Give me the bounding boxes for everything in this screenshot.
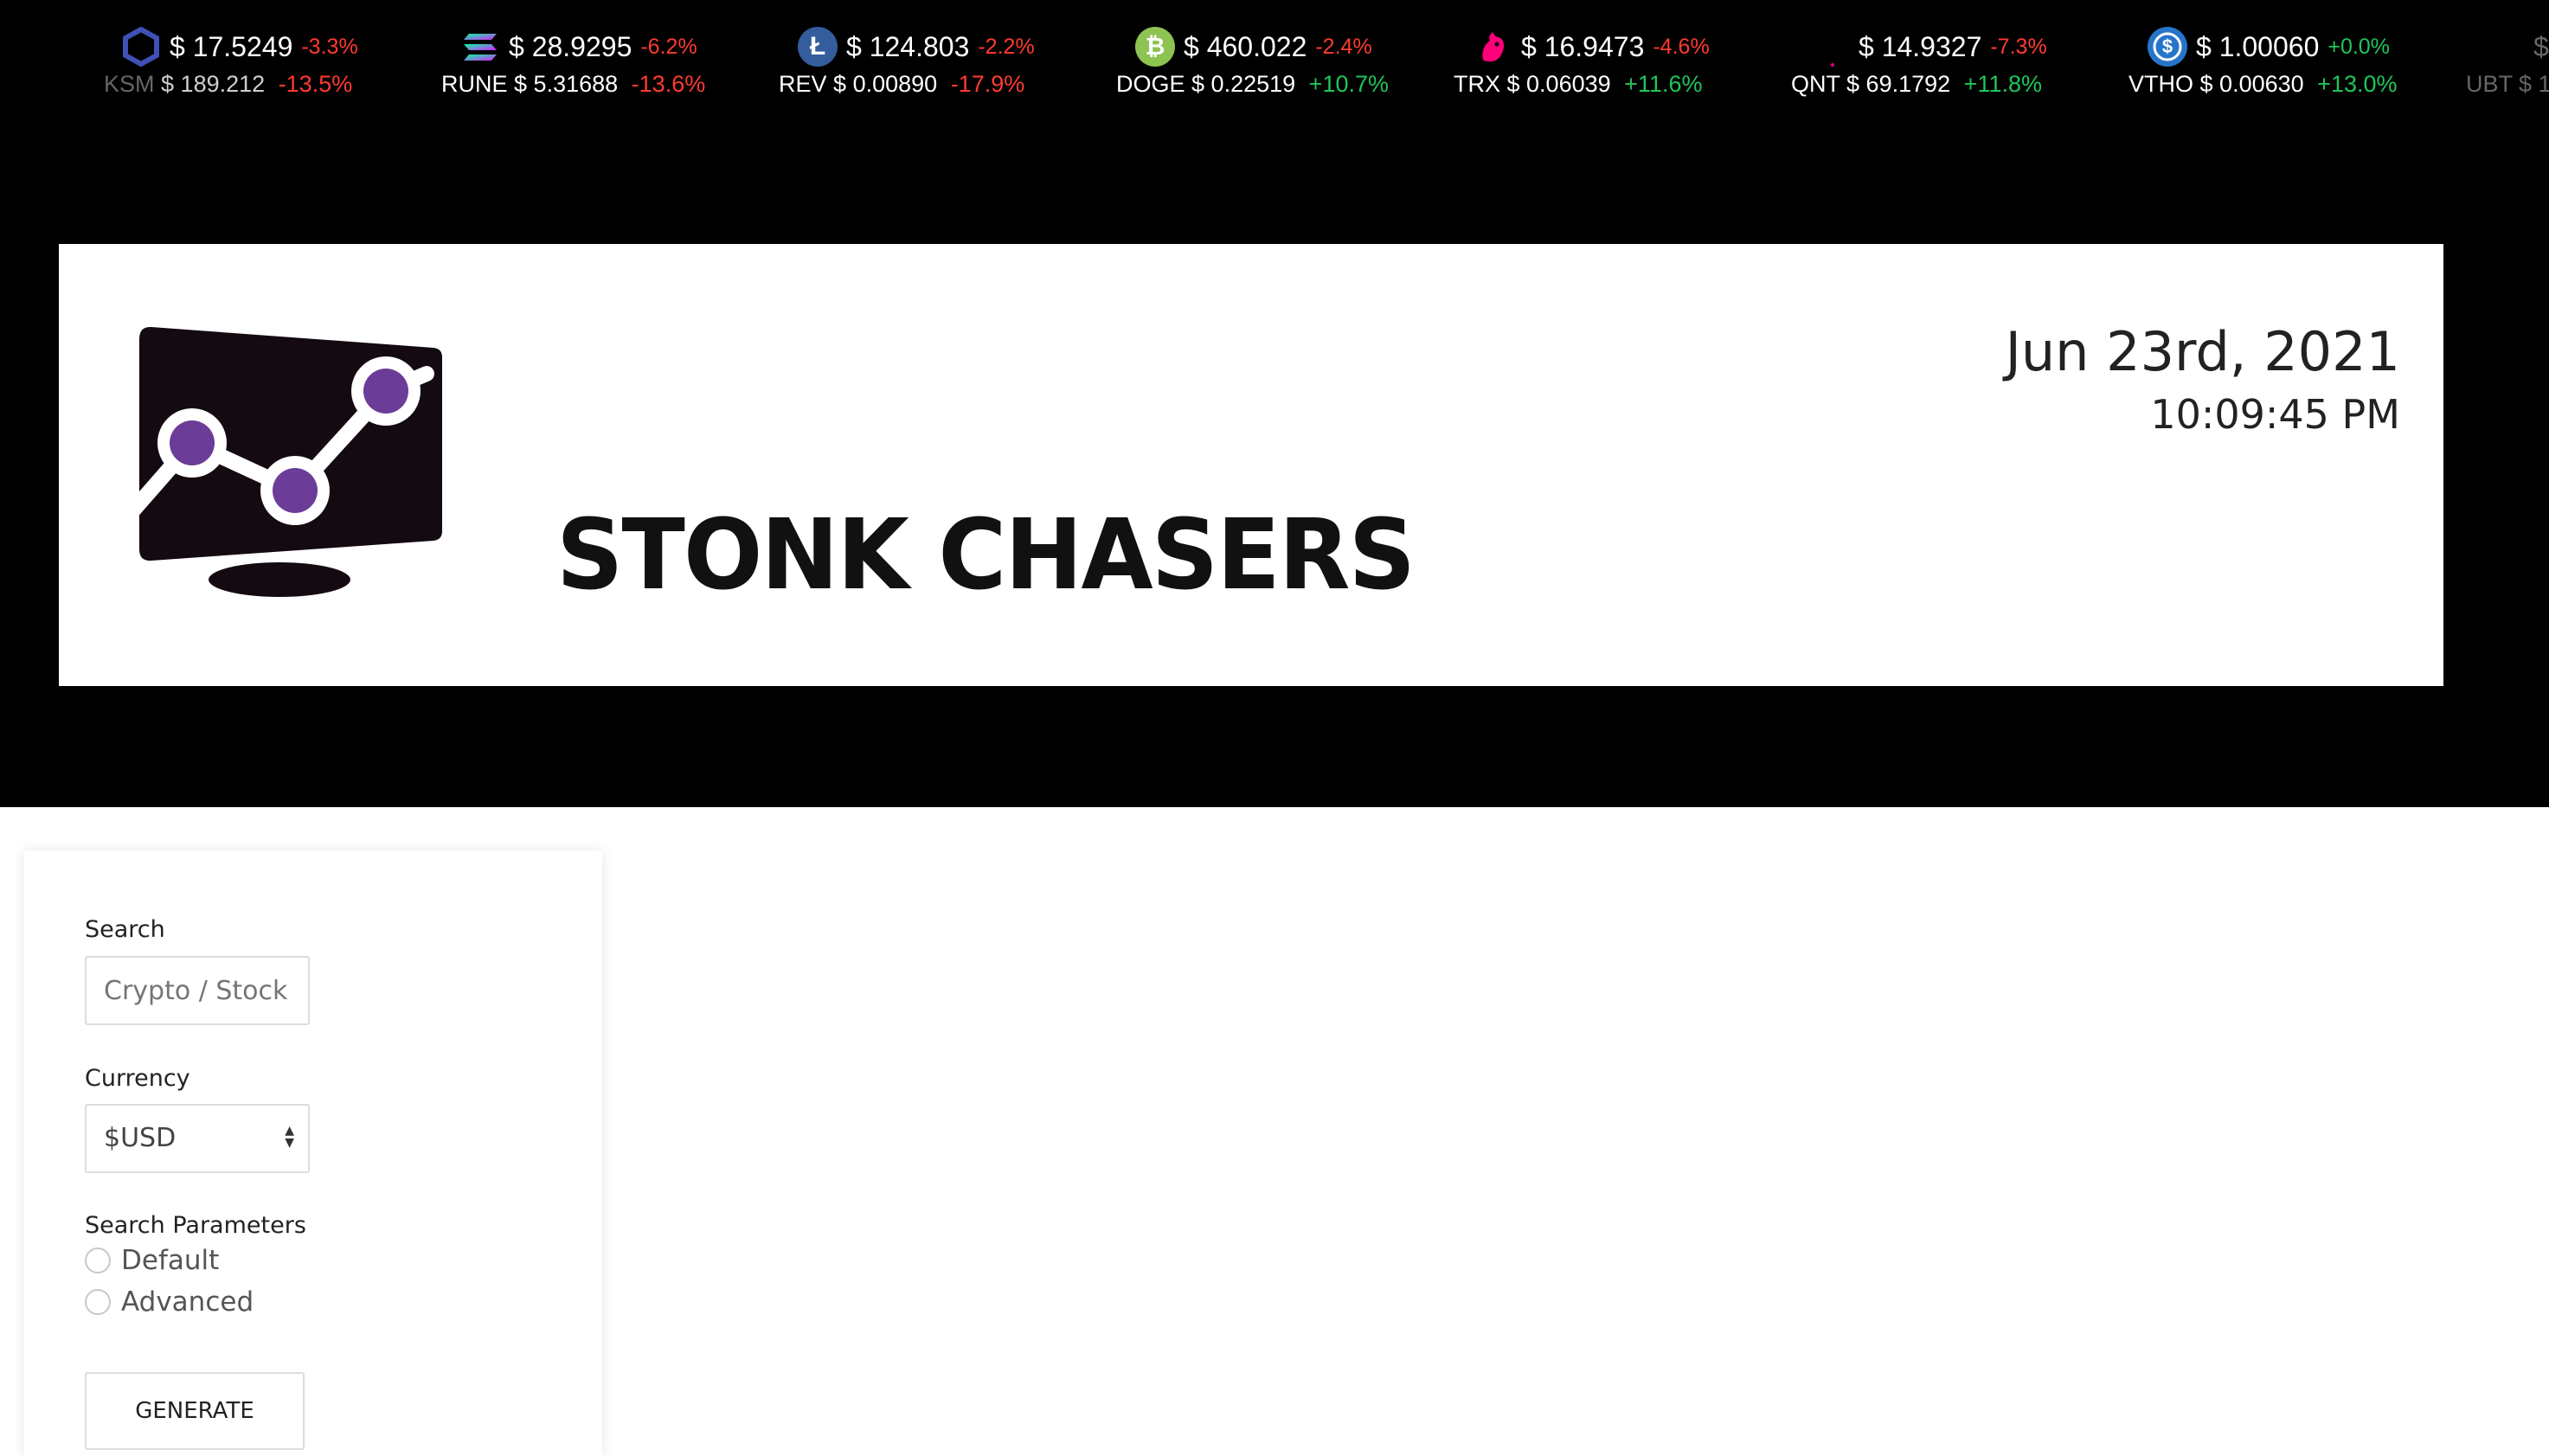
ticker-item[interactable]: Ł $ 124.803 -2.2% REV $ 0.00890 -17.9% xyxy=(779,21,1144,107)
ticker-bottom-row: VTHO $ 0.00630 +13.0% xyxy=(2128,71,2398,98)
ticker-symbol: UBT xyxy=(2466,71,2513,97)
ticker-price: $ 0.06039 xyxy=(1506,71,1611,97)
uniswap-icon xyxy=(1473,27,1512,67)
ticker-price: $ 1.00060 xyxy=(2196,30,2320,62)
ticker-price: $ 14.9327 xyxy=(1859,30,1982,62)
ticker-item[interactable]: $ $ 1.00060 +0.0% VTHO $ 0.00630 +13.0% xyxy=(2128,21,2494,107)
ticker-price: $ 5.31688 xyxy=(514,71,619,97)
ticker-price: $ 0.22519 xyxy=(1191,71,1296,97)
dot-icon xyxy=(1810,27,1850,67)
litecoin-icon: Ł xyxy=(798,27,838,67)
ticker-price: $ 17.5249 xyxy=(170,30,293,62)
litecoin-glyph: Ł xyxy=(809,32,826,61)
ticker-symbol: TRX xyxy=(1454,71,1500,97)
ticker-price: $ 1 xyxy=(2519,71,2549,97)
ticker-price: $ 16.9473 xyxy=(1521,30,1645,62)
ticker-change: -4.6% xyxy=(1653,34,1710,59)
ticker-symbol: DOGE xyxy=(1116,71,1185,97)
ticker-symbol: VTHO xyxy=(2128,71,2194,97)
ticker-price: $ xyxy=(2533,30,2549,62)
ticker-change: -17.9% xyxy=(950,71,1025,97)
ticker-price: $ 0.00630 xyxy=(2199,71,2304,97)
ticker-bottom-row: TRX $ 0.06039 +11.6% xyxy=(1454,71,1702,98)
ticker-top-row: $ 14.9327 -7.3% xyxy=(1810,21,2047,73)
search-label: Search xyxy=(85,916,165,943)
ticker-change: +13.0% xyxy=(2317,71,2398,97)
ticker-symbol: KSM xyxy=(104,71,155,97)
ticker-top-row: Ł $ 124.803 -2.2% xyxy=(798,21,1035,73)
usdc-coin-icon: $ xyxy=(2148,27,2187,67)
ticker-price: $ 28.9295 xyxy=(509,30,632,62)
current-date: Jun 23rd, 2021 xyxy=(2005,320,2400,383)
generate-button[interactable]: GENERATE xyxy=(85,1372,305,1450)
search-parameters-label: Search Parameters xyxy=(85,1212,306,1239)
ticker-change: -6.2% xyxy=(640,34,697,59)
radio-advanced[interactable]: Advanced xyxy=(85,1285,254,1319)
ticker-change: -13.5% xyxy=(278,71,353,97)
ticker-price: $ 189.212 xyxy=(161,71,266,97)
ticker-change: +11.6% xyxy=(1624,71,1703,97)
monitor-chart-logo-icon xyxy=(132,326,442,597)
ticker-symbol: REV xyxy=(779,71,827,97)
ticker-price: $ 124.803 xyxy=(846,30,970,62)
usdc-glyph: $ xyxy=(2161,35,2173,57)
ticker-bottom-row: KSM $ 189.212 -13.5% xyxy=(104,71,352,98)
ticker-top-row: $ 17.5249 -3.3% xyxy=(121,21,358,73)
ticker-top-row: $ 28.9295 -6.2% xyxy=(460,21,697,73)
bitcoin-cash-icon: ₿ xyxy=(1135,27,1175,67)
ticker-change: -2.2% xyxy=(978,34,1035,59)
solana-coin-icon xyxy=(460,27,500,67)
ticker-price: $ 69.1792 xyxy=(1846,71,1951,97)
radio-circle-icon[interactable] xyxy=(85,1248,111,1273)
ticker-item[interactable]: $ 17.5249 -3.3% KSM $ 189.212 -13.5% xyxy=(104,21,467,107)
ticker-change: -7.3% xyxy=(1990,34,2047,59)
ticker-price: $ 0.00890 xyxy=(833,71,938,97)
ticker-price: $ 460.022 xyxy=(1184,30,1307,62)
currency-selected-value: $USD xyxy=(104,1123,177,1153)
bitcoin-glyph: ₿ xyxy=(1145,33,1165,60)
site-logo[interactable]: STONK CHASERS xyxy=(132,322,1416,612)
ticker-change: -13.6% xyxy=(631,71,706,97)
ticker-change: +10.7% xyxy=(1308,71,1389,97)
radio-circle-icon[interactable] xyxy=(85,1289,111,1315)
top-banner: $ 17.5249 -3.3% KSM $ 189.212 -13.5% xyxy=(0,0,2549,807)
search-form-card: Search Currency $USD ▲▼ Search Parameter… xyxy=(24,850,602,1456)
currency-select[interactable]: $USD ▲ ▼ xyxy=(85,1104,310,1173)
current-time: 10:09:45 PM xyxy=(2150,391,2400,438)
ticker-top-row: $ xyxy=(2485,21,2549,73)
ticker-top-row: ₿ $ 460.022 -2.4% xyxy=(1135,21,1372,73)
ticker-symbol: RUNE xyxy=(441,71,508,97)
radio-default[interactable]: Default xyxy=(85,1243,219,1278)
ticker-item[interactable]: $ 16.9473 -4.6% TRX $ 0.06039 +11.6% xyxy=(1454,21,1819,107)
ticker-bottom-row: DOGE $ 0.22519 +10.7% xyxy=(1116,71,1389,98)
radio-default-label: Default xyxy=(121,1245,220,1276)
header-card: STONK CHASERS Jun 23rd, 2021 10:09:45 PM xyxy=(59,244,2443,686)
ticker-item[interactable]: $ 28.9295 -6.2% RUNE $ 5.31688 -13.6% xyxy=(441,21,806,107)
ticker-change: +0.0% xyxy=(2327,34,2390,59)
ticker-item[interactable]: $ 14.9327 -7.3% QNT $ 69.1792 +11.8% xyxy=(1791,21,2156,107)
ticker-change: -2.4% xyxy=(1315,34,1372,59)
select-arrows-icon: ▲ ▼ xyxy=(285,1124,294,1150)
hexagon-coin-icon xyxy=(121,26,161,67)
ticker-bottom-row: UBT $ 1 xyxy=(2466,71,2549,98)
ticker-top-row: $ $ 1.00060 +0.0% xyxy=(2148,21,2390,73)
currency-label: Currency xyxy=(85,1065,190,1092)
price-ticker: $ 17.5249 -3.3% KSM $ 189.212 -13.5% xyxy=(0,0,2549,112)
ticker-item[interactable]: ₿ $ 460.022 -2.4% DOGE $ 0.22519 +10.7% xyxy=(1116,21,1481,107)
ticker-top-row: $ 16.9473 -4.6% xyxy=(1473,21,1710,73)
ticker-bottom-row: RUNE $ 5.31688 -13.6% xyxy=(441,71,705,98)
ticker-bottom-row: QNT $ 69.1792 +11.8% xyxy=(1791,71,2042,98)
ticker-change: +11.8% xyxy=(1963,71,2042,97)
brand-name: STONK CHASERS xyxy=(556,499,1416,612)
search-input[interactable] xyxy=(85,956,310,1025)
ticker-symbol: QNT xyxy=(1791,71,1840,97)
ticker-bottom-row: REV $ 0.00890 -17.9% xyxy=(779,71,1024,98)
ticker-item[interactable]: $ UBT $ 1 xyxy=(2466,21,2549,107)
radio-advanced-label: Advanced xyxy=(121,1286,254,1318)
ticker-change: -3.3% xyxy=(301,34,358,59)
